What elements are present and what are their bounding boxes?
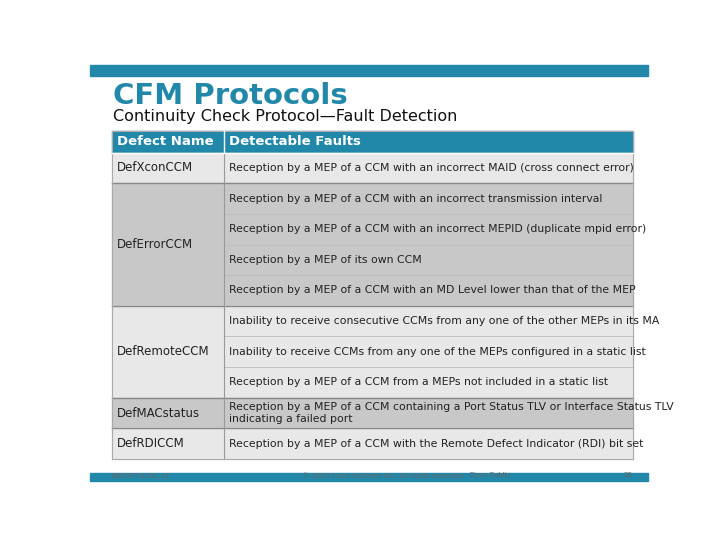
Bar — [112, 306, 632, 336]
Bar — [112, 275, 632, 306]
Bar — [90, 65, 648, 76]
Text: Detectable Faults: Detectable Faults — [229, 136, 361, 148]
Text: Reception by a MEP of a CCM with an incorrect MEPID (duplicate mpid error): Reception by a MEP of a CCM with an inco… — [229, 224, 647, 234]
Text: © 2009 Cisco Systems Inc. All rights reserved.: © 2009 Cisco Systems Inc. All rights res… — [302, 472, 465, 478]
Text: BRKOPT-2202_c1: BRKOPT-2202_c1 — [112, 472, 171, 478]
Text: Defect Name: Defect Name — [117, 136, 214, 148]
Text: Cisco Public: Cisco Public — [469, 472, 511, 478]
Text: Reception by a MEP of a CCM with an MD Level lower than that of the MEP: Reception by a MEP of a CCM with an MD L… — [229, 286, 636, 295]
Text: Reception by a MEP of a CCM with the Remote Defect Indicator (RDI) bit set: Reception by a MEP of a CCM with the Rem… — [229, 438, 644, 449]
Text: CFM Protocols: CFM Protocols — [113, 82, 348, 110]
Bar — [112, 183, 632, 214]
Text: Reception by a MEP of a CCM from a MEPs not included in a static list: Reception by a MEP of a CCM from a MEPs … — [229, 377, 608, 387]
Bar — [90, 473, 648, 481]
Text: DefXconCCM: DefXconCCM — [117, 161, 193, 174]
Bar — [112, 214, 632, 245]
Text: DefRemoteCCM: DefRemoteCCM — [117, 345, 210, 358]
Text: Inability to receive CCMs from any one of the MEPs configured in a static list: Inability to receive CCMs from any one o… — [229, 347, 646, 357]
Bar — [112, 428, 632, 459]
Text: Reception by a MEP of its own CCM: Reception by a MEP of its own CCM — [229, 255, 422, 265]
Text: DefRDICCM: DefRDICCM — [117, 437, 185, 450]
Text: DefMACstatus: DefMACstatus — [117, 407, 200, 420]
Text: Reception by a MEP of a CCM with an incorrect MAID (cross connect error): Reception by a MEP of a CCM with an inco… — [229, 163, 634, 173]
Text: Inability to receive consecutive CCMs from any one of the other MEPs in its MA: Inability to receive consecutive CCMs fr… — [229, 316, 660, 326]
Bar — [112, 153, 632, 183]
Bar — [112, 245, 632, 275]
Bar — [112, 336, 632, 367]
Text: Continuity Check Protocol—Fault Detection: Continuity Check Protocol—Fault Detectio… — [113, 110, 458, 124]
Bar — [112, 398, 632, 428]
Text: 28: 28 — [624, 472, 632, 478]
Text: Reception by a MEP of a CCM with an incorrect transmission interval: Reception by a MEP of a CCM with an inco… — [229, 193, 603, 204]
Text: Reception by a MEP of a CCM containing a Port Status TLV or Interface Status TLV: Reception by a MEP of a CCM containing a… — [229, 402, 674, 424]
Bar — [112, 367, 632, 398]
Text: DefErrorCCM: DefErrorCCM — [117, 238, 193, 251]
Bar — [112, 131, 632, 153]
